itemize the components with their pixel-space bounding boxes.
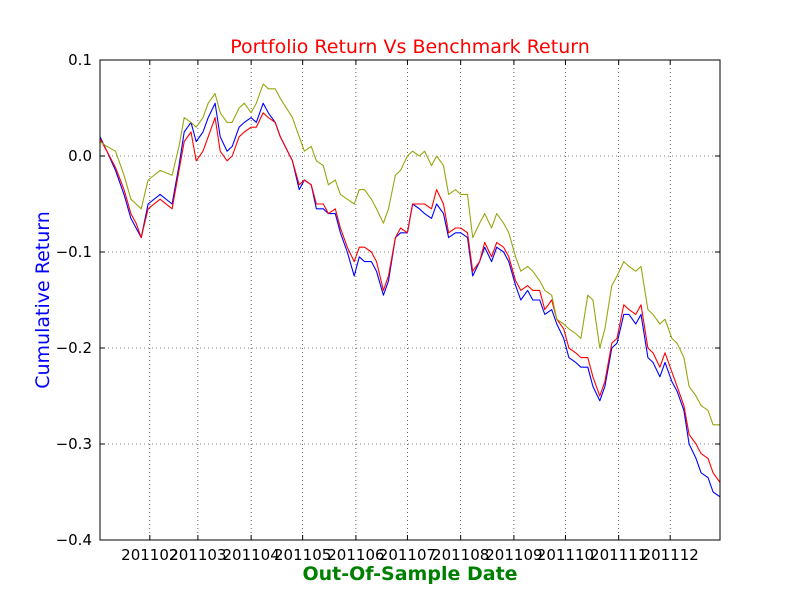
ticks: 0.1 0.0 −0.1 −0.2 −0.3 −0.4 201102201103201104… xyxy=(56,51,720,564)
x-axis-title: Out-Of-Sample Date xyxy=(302,563,517,585)
plot-frame xyxy=(99,59,721,541)
y-tick-label: −0.3 xyxy=(56,435,92,453)
x-tick-label: 201108 xyxy=(432,546,489,564)
x-tick-label: 201107 xyxy=(379,546,436,564)
y-tick-label: −0.4 xyxy=(56,531,92,549)
chart-title: Portfolio Return Vs Benchmark Return xyxy=(230,36,590,58)
x-tick-label: 201106 xyxy=(327,546,384,564)
x-tick-label: 201110 xyxy=(537,546,594,564)
x-tick-label: 201102 xyxy=(121,546,178,564)
y-tick-label: 0.0 xyxy=(68,147,92,165)
x-tick-label: 201104 xyxy=(223,546,280,564)
y-tick-label: 0.1 xyxy=(68,51,92,69)
x-tick-label: 201109 xyxy=(485,546,542,564)
x-tick-label: 201111 xyxy=(590,546,647,564)
x-tick-label: 201112 xyxy=(642,546,699,564)
series-line-3 xyxy=(99,83,720,426)
x-tick-label: 201105 xyxy=(274,546,331,564)
x-tick-label: 201103 xyxy=(169,546,226,564)
series-layer xyxy=(99,83,721,498)
y-tick-label: −0.1 xyxy=(56,243,92,261)
series-line-2 xyxy=(99,112,721,483)
series-line-1 xyxy=(99,102,721,498)
y-axis-title: Cumulative Return xyxy=(32,211,54,389)
y-tick-label: −0.2 xyxy=(56,339,92,357)
grid xyxy=(100,59,720,541)
